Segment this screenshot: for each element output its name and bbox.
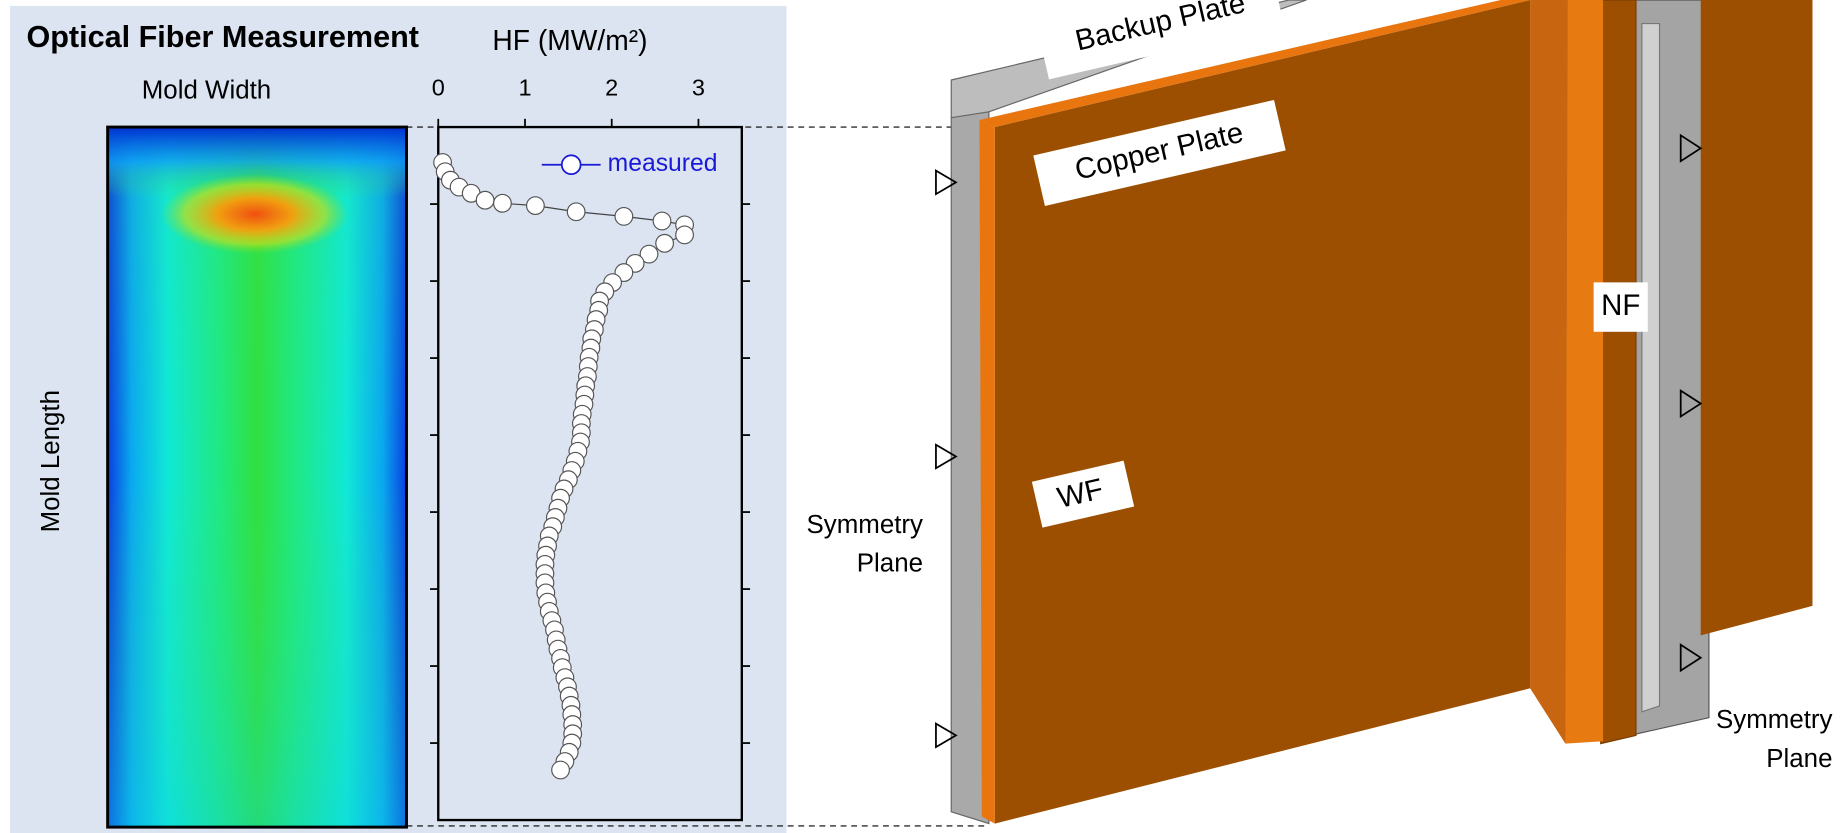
x-tick-label: 2 [605,75,618,101]
heatmap-hotspot [161,174,349,254]
mold-width: Mold Width [142,77,271,105]
symmetry-label: Symmetry [1716,706,1833,734]
x-tick-label: 1 [518,75,531,101]
data-point [527,197,545,215]
data-point [567,203,585,221]
data-point [552,761,570,779]
symmetry-label: Symmetry [807,511,924,539]
data-point [676,226,694,244]
data-point [476,191,494,209]
symmetry-label: Plane [1766,745,1832,773]
x-axis-label: HF (MW/m²) [492,24,647,56]
title: Optical Fiber Measurement [26,20,419,54]
symmetry-label: Plane [857,550,923,578]
nf-label: NF [1601,289,1640,322]
x-tick-label: 0 [432,75,445,101]
legend-label: measured [608,150,718,177]
x-tick-label: 3 [692,75,705,101]
legend-marker [562,155,581,174]
data-point [653,212,671,230]
page: {"chart_data":{"type":"scatter","title":… [0,0,1846,833]
figure: Optical Fiber Measurement HF (MW/m²) Mol… [0,0,1846,833]
data-point [615,208,633,226]
mold-length: Mold Length [37,390,65,532]
data-point [656,235,674,253]
mold-diagram [918,0,1812,829]
data-point [494,194,512,212]
